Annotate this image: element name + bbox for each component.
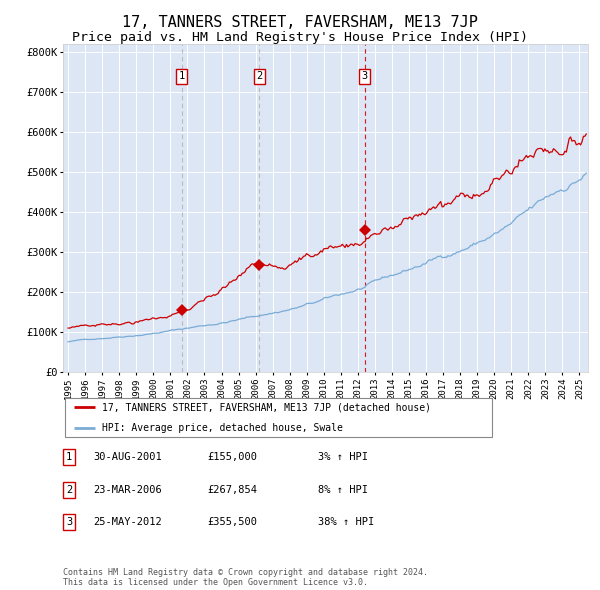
Text: 3% ↑ HPI: 3% ↑ HPI — [318, 453, 368, 462]
Text: Price paid vs. HM Land Registry's House Price Index (HPI): Price paid vs. HM Land Registry's House … — [72, 31, 528, 44]
Text: 17, TANNERS STREET, FAVERSHAM, ME13 7JP (detached house): 17, TANNERS STREET, FAVERSHAM, ME13 7JP … — [102, 402, 431, 412]
Text: £355,500: £355,500 — [207, 517, 257, 527]
Text: £155,000: £155,000 — [207, 453, 257, 462]
Text: 23-MAR-2006: 23-MAR-2006 — [93, 485, 162, 494]
Text: 3: 3 — [66, 517, 72, 527]
Text: 1: 1 — [66, 453, 72, 462]
Text: 2: 2 — [256, 71, 262, 81]
Text: 1: 1 — [179, 71, 185, 81]
Text: 17, TANNERS STREET, FAVERSHAM, ME13 7JP: 17, TANNERS STREET, FAVERSHAM, ME13 7JP — [122, 15, 478, 30]
Text: £267,854: £267,854 — [207, 485, 257, 494]
Text: 30-AUG-2001: 30-AUG-2001 — [93, 453, 162, 462]
Text: Contains HM Land Registry data © Crown copyright and database right 2024.
This d: Contains HM Land Registry data © Crown c… — [63, 568, 428, 587]
FancyBboxPatch shape — [65, 398, 492, 437]
Text: 3: 3 — [361, 71, 368, 81]
Text: 2: 2 — [66, 485, 72, 494]
Text: HPI: Average price, detached house, Swale: HPI: Average price, detached house, Swal… — [102, 422, 343, 432]
Text: 38% ↑ HPI: 38% ↑ HPI — [318, 517, 374, 527]
Text: 8% ↑ HPI: 8% ↑ HPI — [318, 485, 368, 494]
Text: 25-MAY-2012: 25-MAY-2012 — [93, 517, 162, 527]
